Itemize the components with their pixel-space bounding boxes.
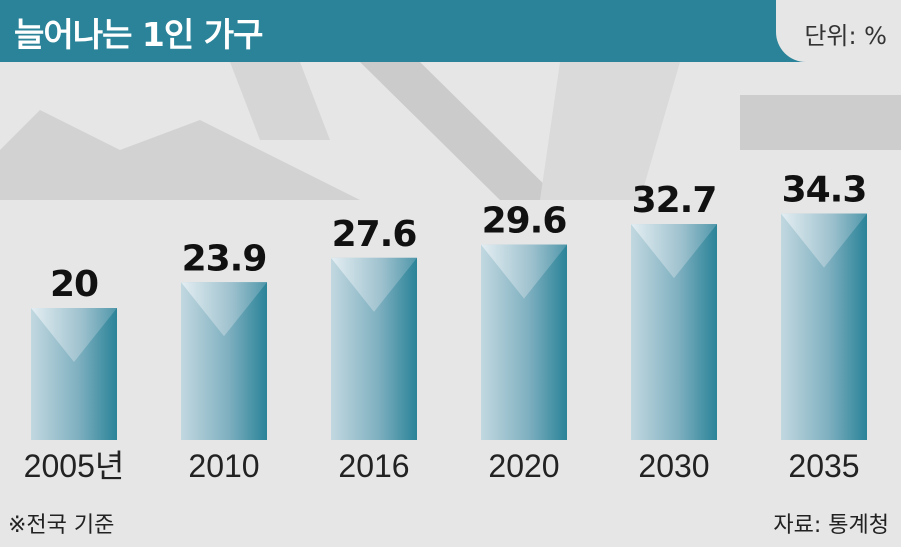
chart-title: 늘어나는 1인 가구 [14, 15, 263, 54]
source-label: 자료: 통계청 [773, 513, 889, 538]
value-label-2: 27.6 [332, 214, 417, 255]
bar-notch-4 [631, 224, 717, 279]
category-label-5: 2035 [788, 448, 859, 484]
value-label-1: 23.9 [182, 238, 267, 279]
value-label-5: 34.3 [782, 170, 867, 211]
unit-label: 단위: % [804, 22, 887, 50]
bar-notch-2 [331, 257, 417, 312]
value-label-3: 29.6 [482, 201, 567, 242]
category-label-0: 2005년 [24, 448, 125, 484]
footnote: ※전국 기준 [8, 513, 115, 538]
category-label-3: 2020 [488, 448, 559, 484]
bar-notch-1 [181, 282, 267, 337]
category-label-1: 2010 [188, 448, 259, 484]
header-bar: 늘어나는 1인 가구 단위: % [0, 0, 901, 62]
bar-notch-0 [31, 308, 117, 362]
bar-notch-3 [481, 244, 567, 299]
background-shapes [0, 62, 901, 200]
category-label-4: 2030 [638, 448, 709, 484]
unit-tab: 단위: % [776, 0, 901, 62]
value-label-4: 32.7 [632, 180, 717, 221]
value-label-0: 20 [50, 264, 98, 305]
category-label-2: 2016 [338, 448, 409, 484]
bar-notch-5 [781, 213, 867, 268]
